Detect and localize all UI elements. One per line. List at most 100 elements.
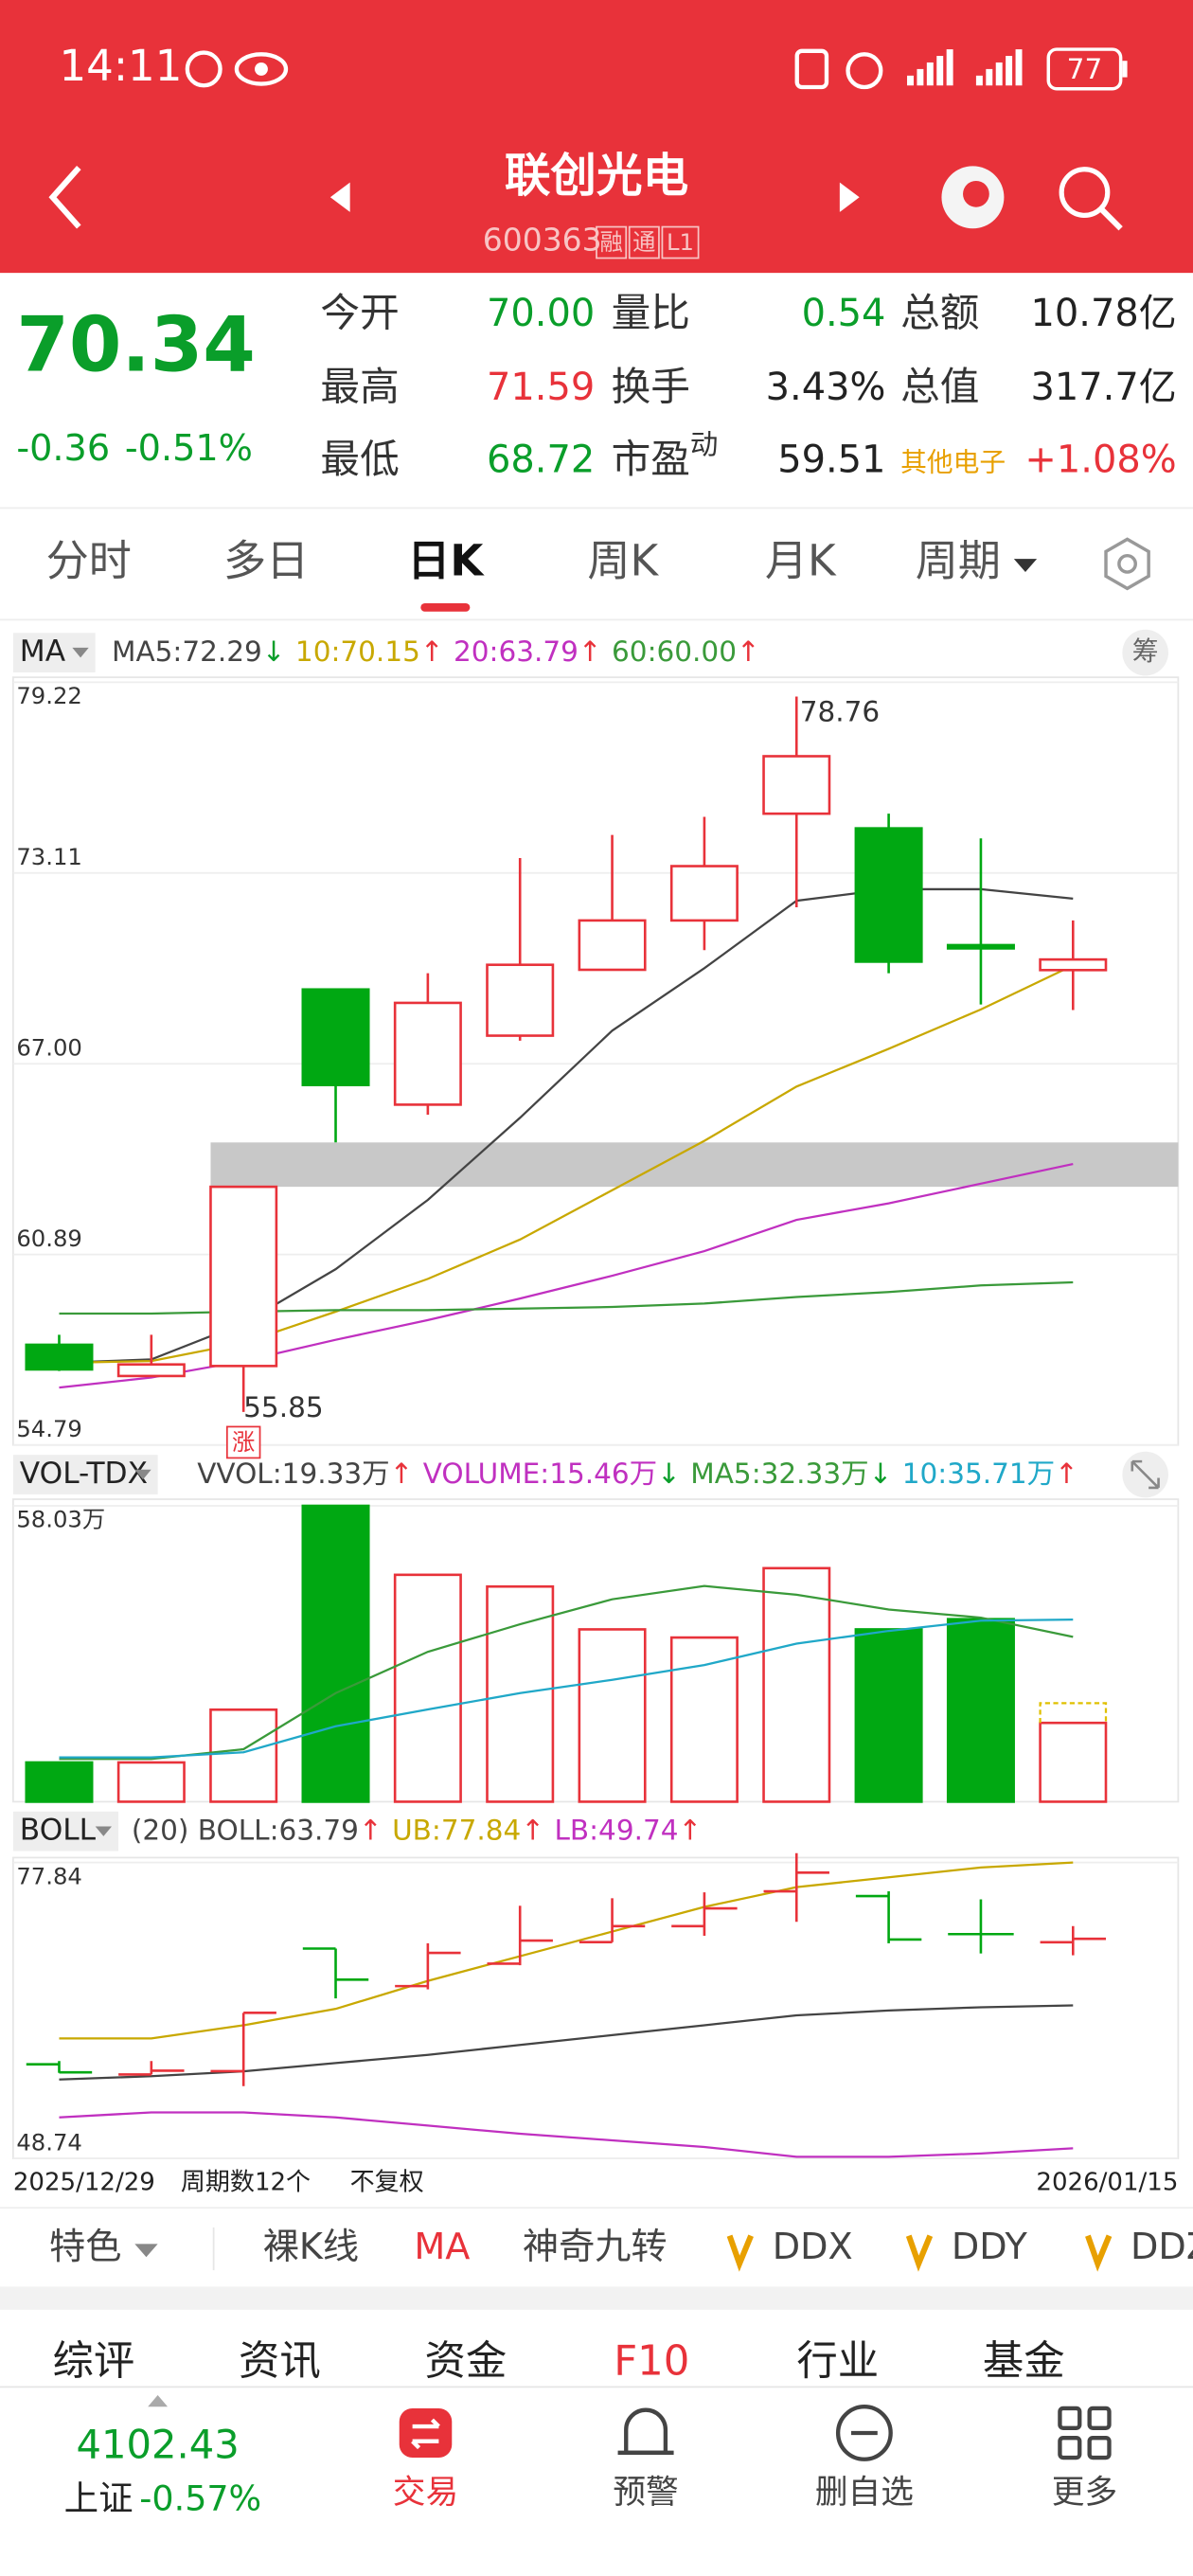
nav-button[interactable]: 预警 (613, 2474, 678, 2512)
legend-arrow: ↑ (1055, 1458, 1078, 1490)
status-icon (794, 48, 829, 90)
legend-text: 60:60.00 (612, 635, 737, 668)
kline-frame (12, 676, 1180, 1446)
indicator-name: MA (20, 635, 66, 669)
legend-arrow: ↑ (390, 1458, 414, 1490)
indicator-item[interactable]: DDY (952, 2227, 1028, 2268)
period-tab[interactable]: 周K (587, 535, 659, 585)
mascot-eye (963, 180, 989, 207)
field-label: 量比 (612, 289, 690, 335)
indicator-caret (72, 647, 89, 658)
sub-tab[interactable]: F10 (614, 2338, 689, 2386)
legend-text: 10:35.71万 (902, 1458, 1055, 1490)
back-button[interactable] (48, 166, 81, 229)
y-tick-label: 54.79 (16, 1415, 82, 1442)
indicator-item[interactable]: 裸K线 (263, 2227, 359, 2268)
field-label-text: 总额 (900, 289, 979, 335)
badge: 融 (599, 228, 622, 256)
feature-menu[interactable]: 特色 (49, 2227, 121, 2268)
stock-name: 联创光电 (505, 150, 688, 203)
period-tab[interactable]: 日K (407, 535, 485, 585)
high-label: 78.76 (800, 695, 880, 727)
settings-button[interactable] (1104, 537, 1150, 591)
field-label-text: 今开 (320, 289, 399, 335)
period-tab[interactable]: 分时 (46, 535, 132, 585)
period-tab[interactable]: 月K (765, 535, 837, 585)
v-icon (905, 2234, 934, 2272)
nav-button[interactable]: 删自选 (815, 2474, 914, 2512)
indicator-item[interactable]: 神奇九转 (523, 2227, 668, 2268)
legend: (20) BOLL:63.79↑ UB:77.84↑ LB:49.74↑ (132, 1814, 702, 1846)
sub-tab[interactable]: 行业 (796, 2338, 879, 2386)
legend-text: 10:70.15 (295, 635, 420, 668)
volume-ma-line (59, 1584, 1074, 1761)
field-label-text: 总值 (900, 363, 979, 409)
sub-tab[interactable]: 综评 (53, 2338, 135, 2386)
candle-body (578, 919, 647, 972)
volume-bar (393, 1573, 462, 1803)
legend-arrow: ↑ (579, 635, 602, 668)
indicator-item[interactable]: DDX (773, 2227, 853, 2268)
legend-text: MA5:32.33万 (690, 1458, 868, 1490)
volume-bar (301, 1504, 370, 1803)
settings-icon (1117, 553, 1137, 574)
support-zone (210, 1142, 1179, 1188)
badge-box (661, 225, 700, 259)
field-label: 总值 (900, 363, 979, 409)
volume-bar (25, 1761, 94, 1803)
feature-caret (134, 2244, 158, 2258)
change-pct: -0.51% (125, 428, 253, 470)
sub-tab[interactable]: 基金 (983, 2338, 1065, 2386)
more-icon (1058, 2406, 1112, 2460)
status-time: 14:11 (59, 41, 182, 91)
field-value: 317.7亿 (1031, 366, 1177, 409)
candle-body (25, 1343, 94, 1371)
legend-arrow: ↓ (869, 1458, 893, 1490)
badge-box (628, 225, 660, 259)
remove-icon (835, 2405, 893, 2461)
period-tab[interactable]: 周期 (916, 535, 1001, 585)
field-value: 68.72 (487, 438, 595, 481)
volume-bar (669, 1636, 739, 1803)
prev-stock[interactable] (329, 182, 350, 212)
chip-button[interactable] (1122, 629, 1168, 676)
field-label: 今开 (320, 289, 399, 335)
nav-button[interactable]: 交易 (393, 2474, 458, 2512)
field-label: 总额 (900, 289, 979, 335)
index-expand[interactable] (148, 2395, 169, 2407)
sub-tab[interactable]: 资讯 (239, 2338, 321, 2386)
candle-body (116, 1363, 186, 1378)
legend-text: MA5:72.29 (112, 635, 262, 668)
candle-body (393, 1001, 462, 1106)
y-tick-label: 48.74 (16, 2128, 82, 2156)
period-tab[interactable]: 多日 (223, 535, 309, 585)
indicator-item[interactable]: MA (414, 2227, 470, 2268)
index-name: 上证 (64, 2478, 134, 2519)
legend-text: (20) BOLL:63.79 (132, 1814, 359, 1846)
vvol-mark (1039, 1702, 1108, 1724)
sub-tab[interactable]: 资金 (424, 2338, 507, 2386)
next-stock[interactable] (839, 182, 860, 212)
field-label: 换手 (612, 363, 690, 409)
battery-level: 77 (1067, 53, 1103, 85)
indicator-item[interactable]: DDZ (1131, 2227, 1193, 2268)
volume-bar (116, 1761, 186, 1803)
boll-line (59, 1861, 1074, 2040)
legend-text: VVOL:19.33万 (197, 1458, 389, 1490)
boll-line (59, 2111, 1074, 2158)
nav-button[interactable]: 更多 (1052, 2474, 1117, 2512)
change: -0.36 (16, 428, 110, 470)
field-label-text: 最低 (320, 436, 399, 482)
candle-body (486, 963, 555, 1037)
indicator-chip[interactable] (12, 1455, 158, 1494)
legend: MA5:72.29↓ 10:70.15↑ 20:63.79↑ 60:60.00↑ (112, 635, 760, 668)
search-button[interactable] (1059, 167, 1111, 218)
low-tag: 涨 (232, 1428, 255, 1456)
legend-arrow: ↑ (359, 1814, 383, 1846)
field-label-text: 量比 (612, 289, 690, 335)
boll-line (59, 2004, 1074, 2081)
volume-bar (209, 1708, 278, 1803)
trade-icon (399, 2407, 453, 2459)
